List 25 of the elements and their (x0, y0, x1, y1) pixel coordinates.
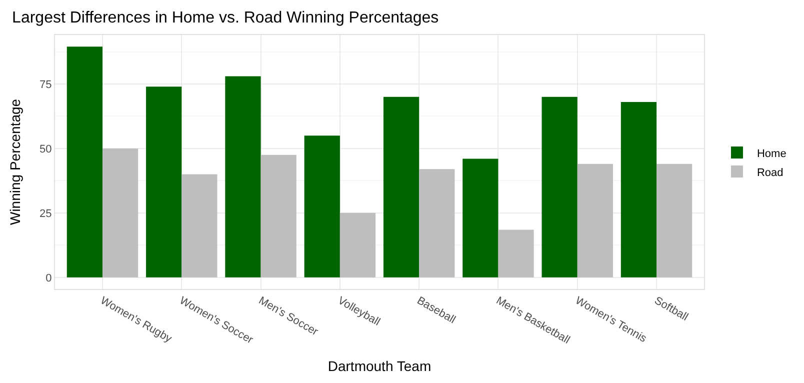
bar (304, 136, 340, 278)
bar (498, 230, 534, 278)
y-tick-label: 75 (40, 78, 52, 91)
bar (577, 164, 613, 278)
bar (260, 154, 296, 278)
bar (462, 158, 498, 278)
bar (225, 76, 261, 278)
bar (102, 148, 138, 278)
chart-title: Largest Differences in Home vs. Road Winning Percentages (12, 10, 439, 27)
bar (182, 174, 218, 278)
y-tick-label: 0 (46, 272, 52, 284)
x-axis-title: Dartmouth Team (328, 358, 432, 374)
bar (620, 102, 657, 278)
bar (66, 46, 102, 278)
legend-label: Home (756, 148, 786, 160)
bar (419, 169, 455, 278)
bar (146, 86, 182, 278)
bar (383, 96, 420, 278)
y-tick-label: 25 (40, 208, 52, 220)
legend-label: Road (756, 166, 784, 179)
bar (340, 212, 376, 278)
bar (656, 164, 692, 278)
y-axis-title: Winning Percentage (7, 98, 24, 226)
y-tick-label: 50 (40, 143, 52, 156)
bar (542, 96, 578, 278)
